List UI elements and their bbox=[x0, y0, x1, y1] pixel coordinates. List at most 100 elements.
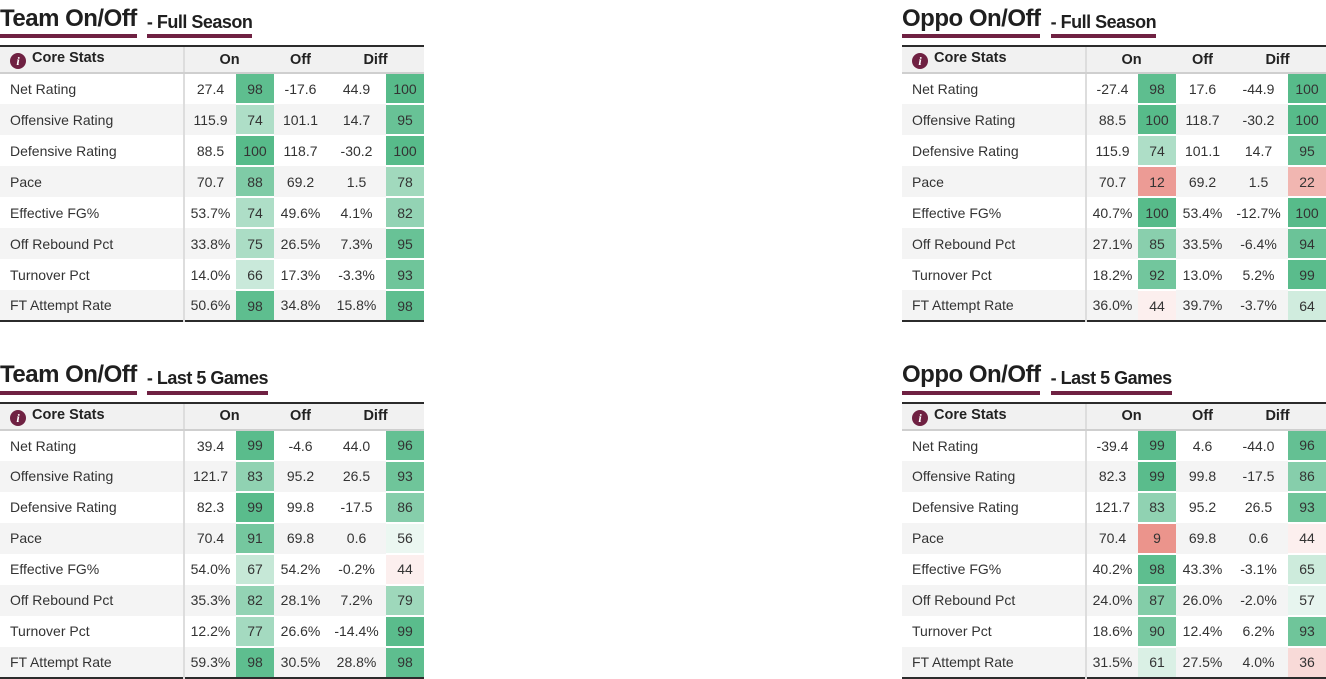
table-row: Offensive Rating 88.5 100 118.7 -30.2 100 bbox=[902, 103, 1326, 136]
diff-value: 1.5 bbox=[346, 173, 367, 190]
stat-name: Pace bbox=[912, 530, 944, 547]
table-header-row: i Core Stats On Off Diff bbox=[902, 401, 1326, 431]
diff-value: 0.6 bbox=[1248, 530, 1269, 547]
diff-value: 7.3% bbox=[340, 235, 373, 252]
info-icon[interactable]: i bbox=[912, 409, 928, 426]
table-header-row: i Core Stats On Off Diff bbox=[0, 401, 425, 431]
diff-percentile: 96 bbox=[386, 428, 425, 461]
off-value: 99.8 bbox=[1188, 468, 1217, 485]
on-percentile: 98 bbox=[236, 645, 275, 678]
table-row: Offensive Rating 121.7 83 95.2 26.5 93 bbox=[0, 459, 425, 492]
on-percentile: 100 bbox=[1138, 103, 1177, 136]
on-value: 35.3% bbox=[183, 584, 236, 616]
table-title-main: Team On/Off bbox=[0, 5, 137, 39]
diff-value: -44.9 bbox=[1242, 81, 1275, 98]
on-value: 70.7 bbox=[1085, 166, 1138, 198]
diff-value: 6.2% bbox=[1242, 623, 1275, 640]
diff-value: -17.5 bbox=[340, 499, 373, 516]
core-stats-table: i Core Stats On Off Diff Net Rating -39.4 9… bbox=[902, 401, 1326, 679]
off-value: 54.2% bbox=[280, 561, 321, 578]
on-percentile: 100 bbox=[236, 134, 275, 167]
col-on: On bbox=[1084, 45, 1177, 75]
on-value: 88.5 bbox=[183, 135, 236, 167]
off-value: 30.5% bbox=[280, 653, 321, 670]
off-value: 27.5% bbox=[1182, 653, 1223, 670]
on-percentile: 75 bbox=[236, 227, 275, 260]
table-row: FT Attempt Rate 31.5% 61 27.5% 4.0% 36 bbox=[902, 645, 1326, 678]
info-icon[interactable]: i bbox=[10, 409, 26, 426]
off-value: 95.2 bbox=[286, 468, 315, 485]
table-row: Pace 70.7 88 69.2 1.5 78 bbox=[0, 165, 425, 198]
info-icon[interactable]: i bbox=[912, 53, 928, 70]
table-title: Oppo On/Off - Last 5 Games bbox=[902, 362, 1326, 395]
stat-name: FT Attempt Rate bbox=[912, 297, 1014, 314]
table-row: Defensive Rating 115.9 74 101.1 14.7 95 bbox=[902, 134, 1326, 167]
stat-name: Net Rating bbox=[10, 81, 77, 98]
table-title-sub: - Last 5 Games bbox=[1050, 368, 1172, 395]
off-value: 17.6 bbox=[1188, 81, 1217, 98]
off-value: 95.2 bbox=[1188, 499, 1217, 516]
table-row: Effective FG% 40.7% 100 53.4% -12.7% 100 bbox=[902, 196, 1326, 229]
table-title-main: Team On/Off bbox=[0, 362, 137, 395]
off-value: 12.4% bbox=[1182, 623, 1223, 640]
on-value: 40.7% bbox=[1085, 197, 1138, 229]
off-value: 4.6 bbox=[1192, 437, 1213, 454]
on-value: 59.3% bbox=[183, 646, 236, 678]
diff-value: -17.5 bbox=[1242, 468, 1275, 485]
on-value: 70.4 bbox=[1085, 522, 1138, 554]
on-percentile: 87 bbox=[1138, 583, 1177, 616]
stat-name: Defensive Rating bbox=[10, 499, 117, 516]
off-value: 33.5% bbox=[1182, 235, 1223, 252]
diff-value: 1.5 bbox=[1248, 173, 1269, 190]
on-value: 115.9 bbox=[1085, 135, 1138, 167]
diff-value: 44.9 bbox=[342, 81, 371, 98]
diff-percentile: 95 bbox=[386, 103, 425, 136]
diff-value: -0.2% bbox=[338, 561, 375, 578]
on-value: 27.1% bbox=[1085, 228, 1138, 260]
stat-name: Net Rating bbox=[912, 437, 979, 454]
off-value: 53.4% bbox=[1182, 204, 1223, 221]
on-value: -27.4 bbox=[1085, 73, 1138, 105]
on-value: 40.2% bbox=[1085, 553, 1138, 585]
on-percentile: 100 bbox=[1138, 196, 1177, 229]
table-header-row: i Core Stats On Off Diff bbox=[0, 45, 425, 75]
stat-name: Pace bbox=[10, 173, 42, 190]
on-percentile: 82 bbox=[236, 583, 275, 616]
table-row: Net Rating -39.4 99 4.6 -44.0 96 bbox=[902, 428, 1326, 461]
table-row: Effective FG% 53.7% 74 49.6% 4.1% 82 bbox=[0, 196, 425, 229]
on-percentile: 67 bbox=[236, 552, 275, 585]
on-percentile: 61 bbox=[1138, 645, 1177, 678]
info-icon[interactable]: i bbox=[10, 53, 26, 70]
on-value: 50.6% bbox=[183, 290, 236, 322]
diff-value: -30.2 bbox=[1242, 111, 1275, 128]
diff-value: 26.5 bbox=[342, 468, 371, 485]
core-stats-table: i Core Stats On Off Diff Net Rating -27.4 9… bbox=[902, 45, 1326, 323]
on-percentile: 74 bbox=[236, 103, 275, 136]
on-percentile: 99 bbox=[1138, 459, 1177, 492]
stat-name: Offensive Rating bbox=[912, 111, 1016, 128]
off-value: -4.6 bbox=[288, 437, 313, 454]
diff-value: 15.8% bbox=[336, 297, 377, 314]
diff-percentile: 98 bbox=[386, 289, 425, 322]
off-value: 99.8 bbox=[286, 499, 315, 516]
on-value: 18.2% bbox=[1085, 259, 1138, 291]
on-value: 31.5% bbox=[1085, 646, 1138, 678]
table-row: Defensive Rating 88.5 100 118.7 -30.2 100 bbox=[0, 134, 425, 167]
on-percentile: 92 bbox=[1138, 258, 1177, 291]
stat-name: Off Rebound Pct bbox=[912, 235, 1016, 252]
diff-value: -3.1% bbox=[1240, 561, 1277, 578]
stat-name: Turnover Pct bbox=[912, 266, 992, 283]
on-percentile: 77 bbox=[236, 614, 275, 647]
on-value: 70.4 bbox=[183, 522, 236, 554]
col-diff: Diff bbox=[1229, 45, 1326, 75]
diff-percentile: 57 bbox=[1288, 583, 1326, 616]
off-value: 49.6% bbox=[280, 204, 321, 221]
col-off: Off bbox=[274, 401, 328, 431]
diff-percentile: 44 bbox=[386, 552, 425, 585]
diff-value: -44.0 bbox=[1242, 437, 1275, 454]
diff-percentile: 96 bbox=[1288, 428, 1326, 461]
on-value: 121.7 bbox=[183, 460, 236, 492]
table-row: Turnover Pct 12.2% 77 26.6% -14.4% 99 bbox=[0, 614, 425, 647]
diff-percentile: 93 bbox=[1288, 614, 1326, 647]
